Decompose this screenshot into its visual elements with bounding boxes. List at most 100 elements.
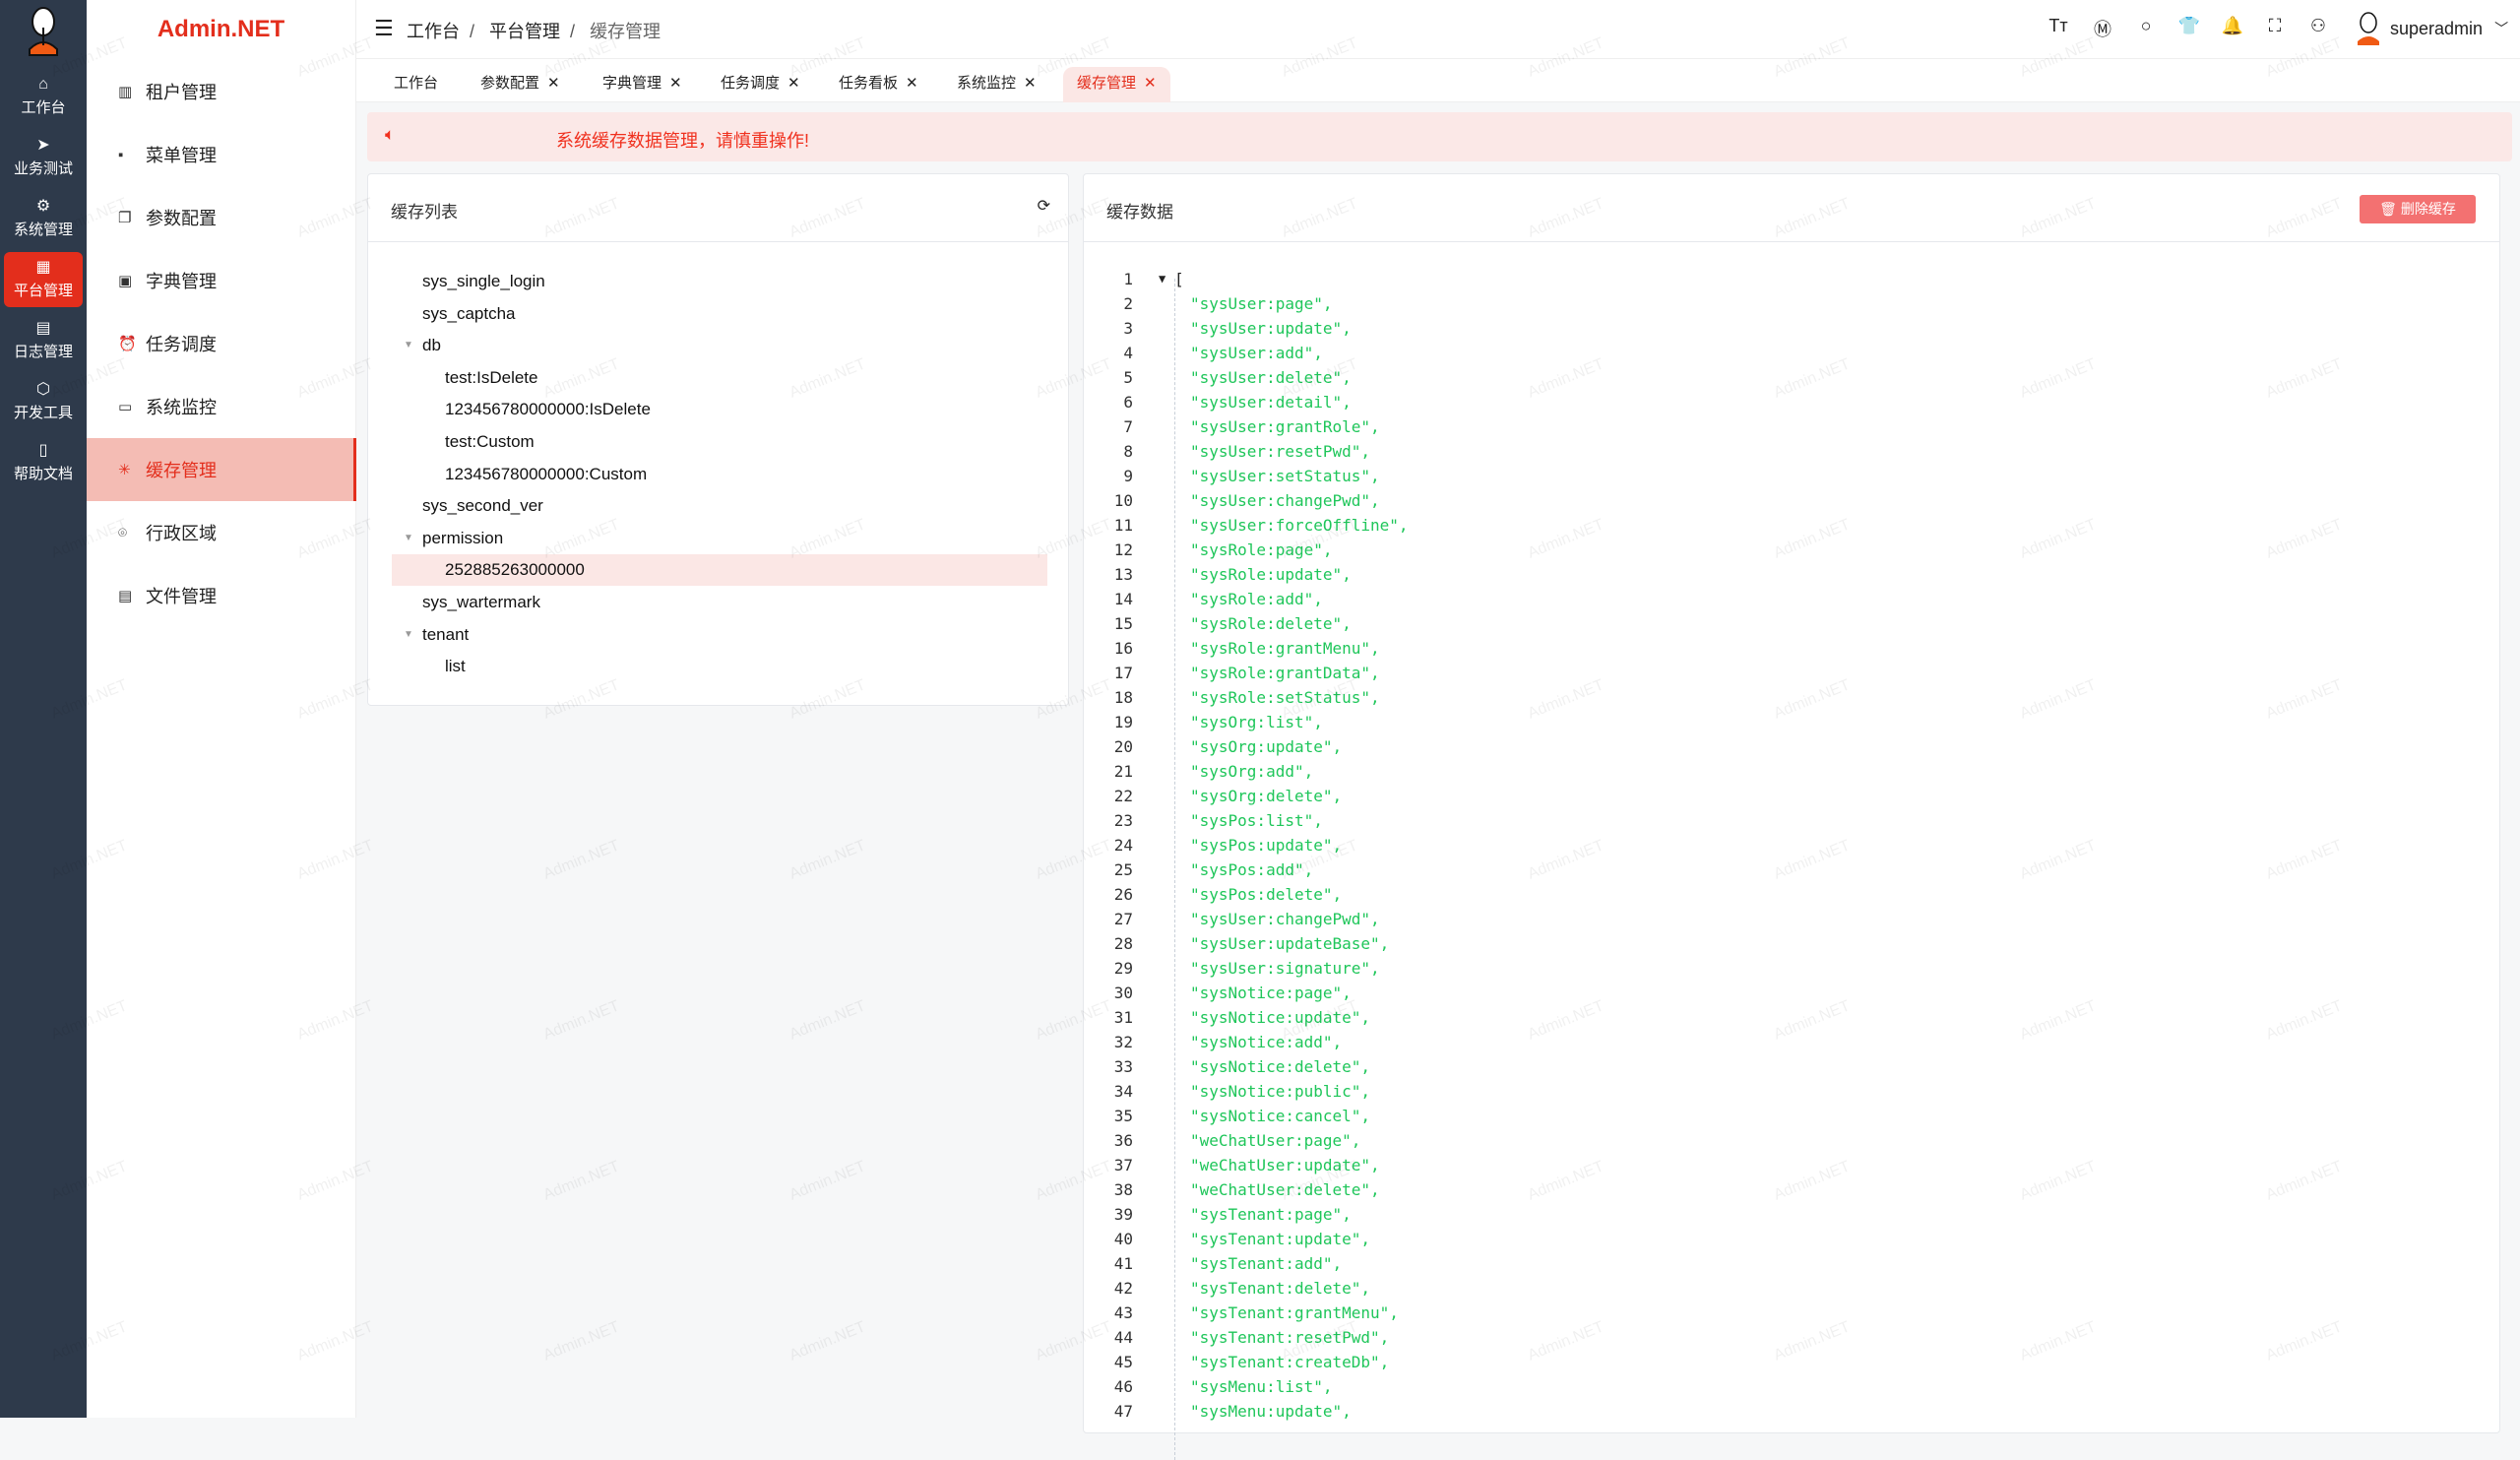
close-icon[interactable]: ✕: [906, 75, 918, 92]
tree-node[interactable]: 252885263000000: [392, 554, 1047, 587]
line-number: 41: [1113, 1254, 1133, 1273]
json-string: "sysTenant:update",: [1190, 1230, 1371, 1248]
json-string: "sysUser:signature",: [1190, 959, 1380, 978]
menu-item[interactable]: ❐ 参数配置: [87, 186, 356, 249]
tree-node-label: 252885263000000: [445, 560, 585, 580]
json-string: "sysOrg:add",: [1190, 762, 1314, 781]
rail-item[interactable]: ⬡ 开发工具: [4, 374, 83, 429]
tab-label: 任务调度: [721, 75, 781, 92]
line-number: 28: [1113, 934, 1133, 953]
bell-icon[interactable]: 🔔: [2221, 16, 2244, 35]
line-number: 47: [1113, 1402, 1133, 1421]
book-icon: ▯: [38, 442, 48, 459]
close-icon[interactable]: ✕: [1144, 75, 1157, 92]
tab[interactable]: 缓存管理 ✕: [1063, 67, 1170, 102]
tab-label: 任务看板: [839, 75, 899, 92]
line-number: 39: [1113, 1205, 1133, 1224]
language-icon[interactable]: Ⓜ: [2094, 20, 2111, 39]
user-icon[interactable]: ⚇: [2309, 16, 2327, 35]
indent-guide: [1174, 279, 1175, 1460]
caret-down-icon[interactable]: ▼: [404, 628, 413, 640]
menu-item[interactable]: ▪ 菜单管理: [87, 123, 356, 186]
line-number: 16: [1113, 639, 1133, 658]
tree-node-label: tenant: [422, 624, 470, 644]
menu-item-label: 缓存管理: [146, 461, 217, 480]
menu-item[interactable]: ✳ 缓存管理: [87, 438, 356, 501]
json-string: "sysNotice:add",: [1190, 1033, 1343, 1051]
close-icon[interactable]: ✕: [1024, 75, 1037, 92]
tree-node[interactable]: sys_single_login: [392, 266, 1047, 297]
menu-item[interactable]: ▣ 字典管理: [87, 249, 356, 312]
breadcrumb-item[interactable]: 平台管理: [489, 22, 561, 41]
menu-item[interactable]: ▥ 租户管理: [87, 60, 356, 123]
json-string: "sysRole:delete",: [1190, 614, 1352, 633]
tree-node[interactable]: ▼ tenant: [392, 619, 1047, 651]
tree-node[interactable]: ▼ permission: [392, 523, 1047, 554]
close-icon[interactable]: ✕: [788, 75, 800, 92]
tree-node[interactable]: sys_second_ver: [392, 490, 1047, 522]
menu-item[interactable]: ▭ 系统监控: [87, 375, 356, 438]
rail-item[interactable]: ⌂ 工作台: [4, 69, 83, 124]
close-icon[interactable]: ✕: [547, 75, 560, 92]
tree-node[interactable]: sys_wartermark: [392, 587, 1047, 618]
line-number: 27: [1113, 910, 1133, 928]
json-string: "sysNotice:cancel",: [1190, 1107, 1371, 1125]
font-size-icon[interactable]: Tт: [2048, 16, 2068, 35]
notice-bar: 🔈︎ 系统缓存数据管理，请慎重操作!: [367, 112, 2512, 161]
json-string: "sysUser:detail",: [1190, 393, 1352, 412]
tree-node-label: test:IsDelete: [445, 367, 538, 387]
theme-shirt-icon[interactable]: 👕: [2177, 16, 2201, 35]
search-icon[interactable]: ○: [2140, 16, 2152, 35]
menu-item[interactable]: ▤ 文件管理: [87, 564, 356, 627]
watermark: Admin.NET: [540, 1158, 622, 1204]
rail-item[interactable]: ▯ 帮助文档: [4, 435, 83, 490]
tab[interactable]: 任务看板 ✕: [825, 67, 932, 102]
tab[interactable]: 任务调度 ✕: [707, 67, 814, 102]
card-title: 缓存列表: [391, 203, 458, 222]
line-number: 40: [1113, 1230, 1133, 1248]
line-number: 19: [1113, 713, 1133, 731]
json-string: "sysTenant:createDb",: [1190, 1353, 1390, 1371]
json-string: "sysUser:delete",: [1190, 368, 1352, 387]
menu-item[interactable]: ⏰ 任务调度: [87, 312, 356, 375]
tree-node[interactable]: list: [392, 651, 1047, 682]
line-number: 31: [1113, 1008, 1133, 1027]
json-string: "sysUser:page",: [1190, 294, 1333, 313]
tab[interactable]: 字典管理 ✕: [589, 67, 696, 102]
tab-label: 缓存管理: [1077, 75, 1137, 92]
caret-down-icon[interactable]: ▼: [404, 340, 413, 351]
caret-down-icon[interactable]: ▼: [404, 532, 413, 543]
grid-icon: ▦: [35, 259, 51, 276]
fullscreen-icon[interactable]: ⛶: [2268, 16, 2282, 35]
tree-node[interactable]: test:IsDelete: [392, 362, 1047, 394]
json-string: "sysRole:add",: [1190, 590, 1323, 608]
tab[interactable]: 工作台: [380, 67, 452, 102]
username: superadmin: [2390, 18, 2484, 38]
tree-node[interactable]: ▼ db: [392, 330, 1047, 361]
json-string: "sysPos:delete",: [1190, 885, 1343, 904]
delete-cache-button[interactable]: 🗑︎ 删除缓存: [2360, 195, 2476, 223]
menu-item-label: 任务调度: [146, 335, 217, 354]
tab[interactable]: 系统监控 ✕: [943, 67, 1050, 102]
json-string: "sysTenant:resetPwd",: [1190, 1328, 1390, 1347]
line-number: 36: [1113, 1131, 1133, 1150]
tree-node[interactable]: test:Custom: [392, 426, 1047, 458]
close-icon[interactable]: ✕: [669, 75, 682, 92]
tab[interactable]: 参数配置 ✕: [467, 67, 574, 102]
collapse-triangle-icon[interactable]: ▼: [1159, 272, 1166, 286]
rail-item[interactable]: ⚙ 系统管理: [4, 191, 83, 246]
menu-toggle-icon[interactable]: ☰: [374, 16, 394, 40]
refresh-icon[interactable]: ⟳: [1037, 198, 1050, 215]
json-string: "sysUser:update",: [1190, 319, 1352, 338]
rail-item[interactable]: ▦ 平台管理: [4, 252, 83, 307]
tree-node[interactable]: sys_captcha: [392, 298, 1047, 330]
tree-node[interactable]: 123456780000000:IsDelete: [392, 394, 1047, 425]
line-number: 44: [1113, 1328, 1133, 1347]
tree-node[interactable]: 123456780000000:Custom: [392, 459, 1047, 490]
menu-item[interactable]: ⌾ 行政区域: [87, 501, 356, 564]
user-menu[interactable]: superadmin ﹀: [2355, 12, 2508, 45]
chip-icon: ⬡: [36, 381, 50, 398]
rail-item[interactable]: ▤ 日志管理: [4, 313, 83, 368]
breadcrumb-item[interactable]: 工作台: [407, 22, 460, 41]
rail-item[interactable]: ➤ 业务测试: [4, 130, 83, 185]
